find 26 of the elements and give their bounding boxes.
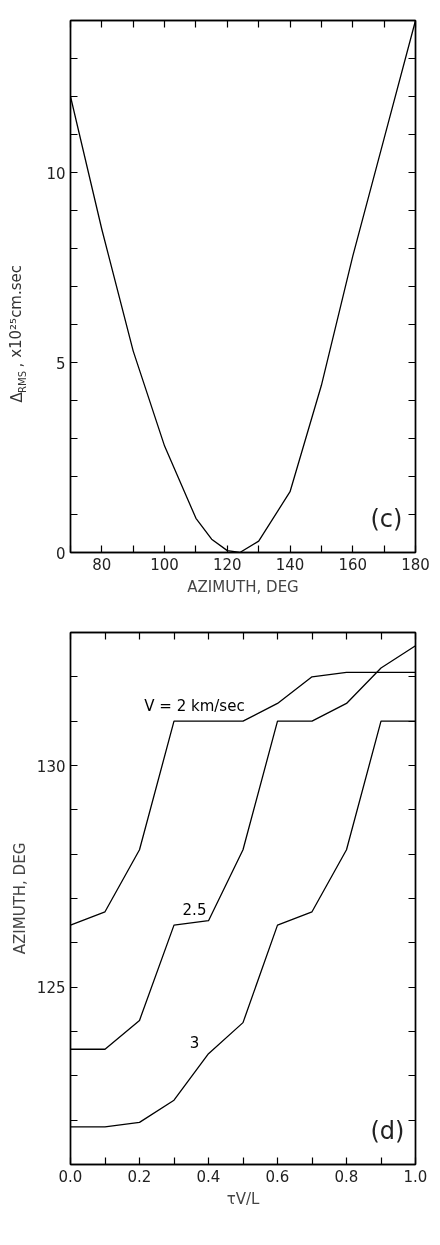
y-tick-label: 10 bbox=[46, 164, 66, 183]
series-label: V = 2 km/sec bbox=[144, 697, 245, 716]
x-tick-label: 160 bbox=[338, 555, 368, 574]
x-tick-label: 120 bbox=[213, 555, 242, 574]
y-tick-label: 0 bbox=[55, 544, 66, 563]
y-axis-title: AZIMUTH, DEG bbox=[10, 842, 29, 955]
series-label: 3 bbox=[189, 1033, 200, 1052]
x-tick-label: 0.8 bbox=[334, 1167, 359, 1186]
x-tick-label: 180 bbox=[401, 555, 430, 574]
x-tick-label: 0.6 bbox=[265, 1167, 290, 1186]
x-axis-title: AZIMUTH, DEG bbox=[187, 577, 299, 596]
x-tick-label: 80 bbox=[92, 555, 112, 574]
annotation: (c) bbox=[370, 504, 403, 533]
y-tick-label: 125 bbox=[36, 979, 66, 998]
x-tick-label: 1.0 bbox=[403, 1167, 428, 1186]
y-tick-label: 130 bbox=[36, 757, 66, 776]
series-label: 2.5 bbox=[182, 900, 207, 919]
annotation: (d) bbox=[370, 1116, 405, 1145]
x-axis-title: τV/L bbox=[226, 1189, 260, 1208]
y-tick-label: 5 bbox=[55, 354, 66, 373]
x-tick-label: 0.4 bbox=[196, 1167, 221, 1186]
x-tick-label: 0.0 bbox=[58, 1167, 83, 1186]
x-tick-label: 0.2 bbox=[127, 1167, 152, 1186]
x-tick-label: 140 bbox=[275, 555, 305, 574]
y-axis-title: ΔRMS, x10²⁵cm.sec bbox=[7, 264, 28, 403]
x-tick-label: 100 bbox=[150, 555, 179, 574]
